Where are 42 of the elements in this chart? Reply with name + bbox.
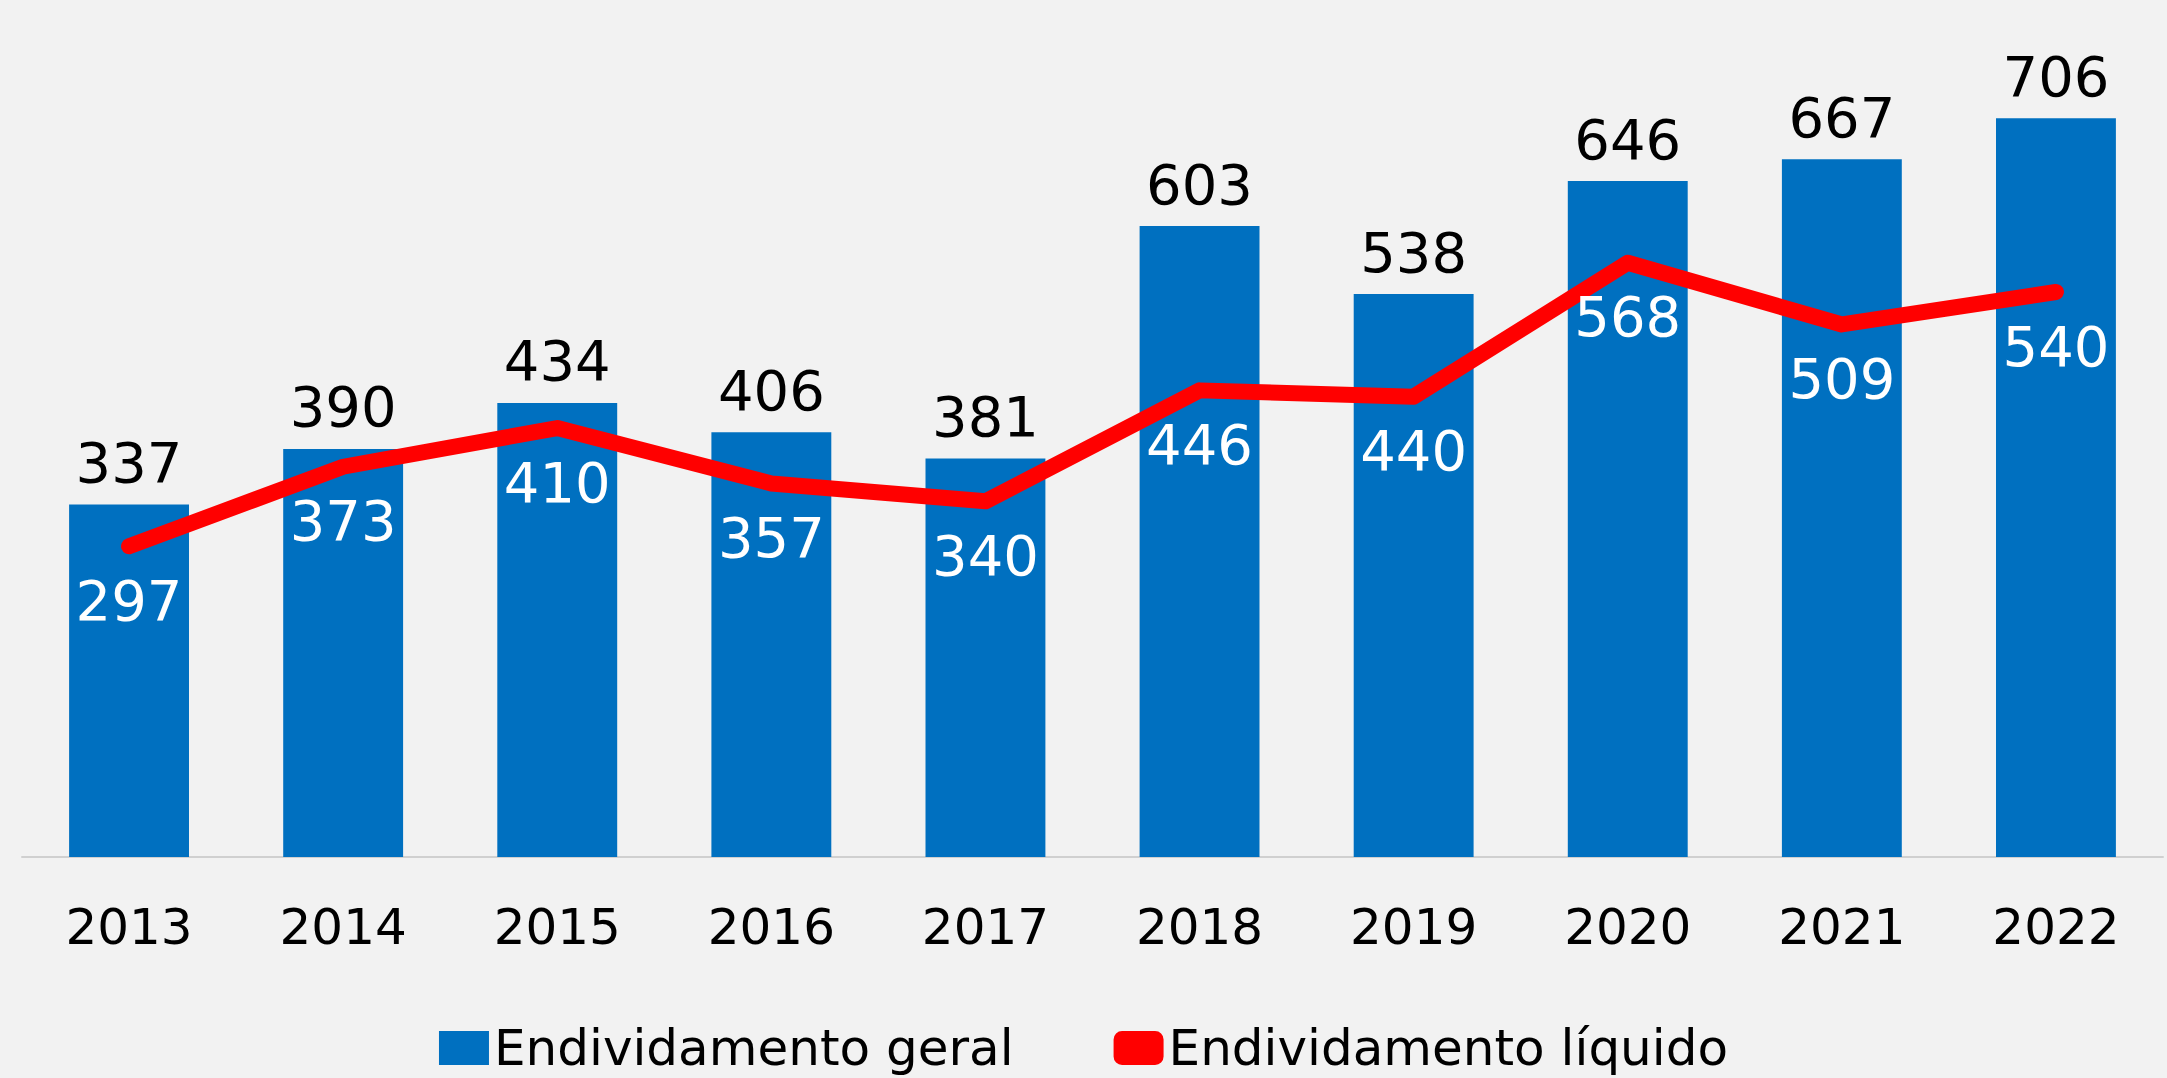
x-tick-label: 2014 bbox=[279, 898, 407, 956]
data-label: 603 bbox=[1146, 151, 1253, 217]
data-label: 706 bbox=[2002, 43, 2110, 109]
bar bbox=[1567, 181, 1688, 857]
data-label: 440 bbox=[1360, 418, 1468, 484]
data-label: 406 bbox=[717, 357, 825, 423]
data-label: 337 bbox=[75, 429, 183, 495]
data-label: 509 bbox=[1788, 345, 1896, 411]
data-label: 646 bbox=[1574, 106, 1682, 172]
bar bbox=[1139, 226, 1260, 857]
bar bbox=[925, 458, 1046, 857]
bar bbox=[283, 448, 404, 857]
bar bbox=[497, 402, 618, 857]
x-tick-label: 2016 bbox=[707, 898, 835, 956]
x-tick-label: 2013 bbox=[65, 898, 193, 956]
bar bbox=[69, 504, 189, 857]
data-label: 357 bbox=[717, 504, 825, 570]
x-tick-label: 2018 bbox=[1135, 898, 1264, 956]
data-label: 340 bbox=[932, 522, 1039, 588]
data-label: 446 bbox=[1146, 411, 1253, 477]
data-label: 568 bbox=[1574, 284, 1682, 350]
data-label: 538 bbox=[1360, 219, 1468, 285]
data-label: 434 bbox=[503, 328, 611, 394]
data-label: 373 bbox=[289, 488, 397, 554]
data-label: 381 bbox=[932, 383, 1039, 449]
x-tick-label: 2019 bbox=[1350, 898, 1478, 956]
x-tick-label: 2015 bbox=[493, 898, 621, 956]
x-tick-label: 2021 bbox=[1778, 898, 1906, 956]
legend-label: Endividamento geral bbox=[493, 1019, 1014, 1077]
data-label: 540 bbox=[2002, 313, 2110, 379]
bar bbox=[1996, 118, 2116, 857]
data-label: 410 bbox=[503, 449, 611, 515]
bar bbox=[1353, 294, 1474, 857]
legend-label: Endividamento líquido bbox=[1168, 1019, 1729, 1077]
x-tick-label: 2017 bbox=[921, 898, 1050, 956]
x-tick-label: 2022 bbox=[1992, 898, 2120, 956]
bar bbox=[711, 432, 832, 857]
data-label: 297 bbox=[75, 567, 183, 633]
data-label: 667 bbox=[1788, 84, 1896, 150]
data-label: 390 bbox=[289, 374, 397, 440]
x-tick-label: 2020 bbox=[1564, 898, 1692, 956]
bar bbox=[1781, 159, 1902, 857]
